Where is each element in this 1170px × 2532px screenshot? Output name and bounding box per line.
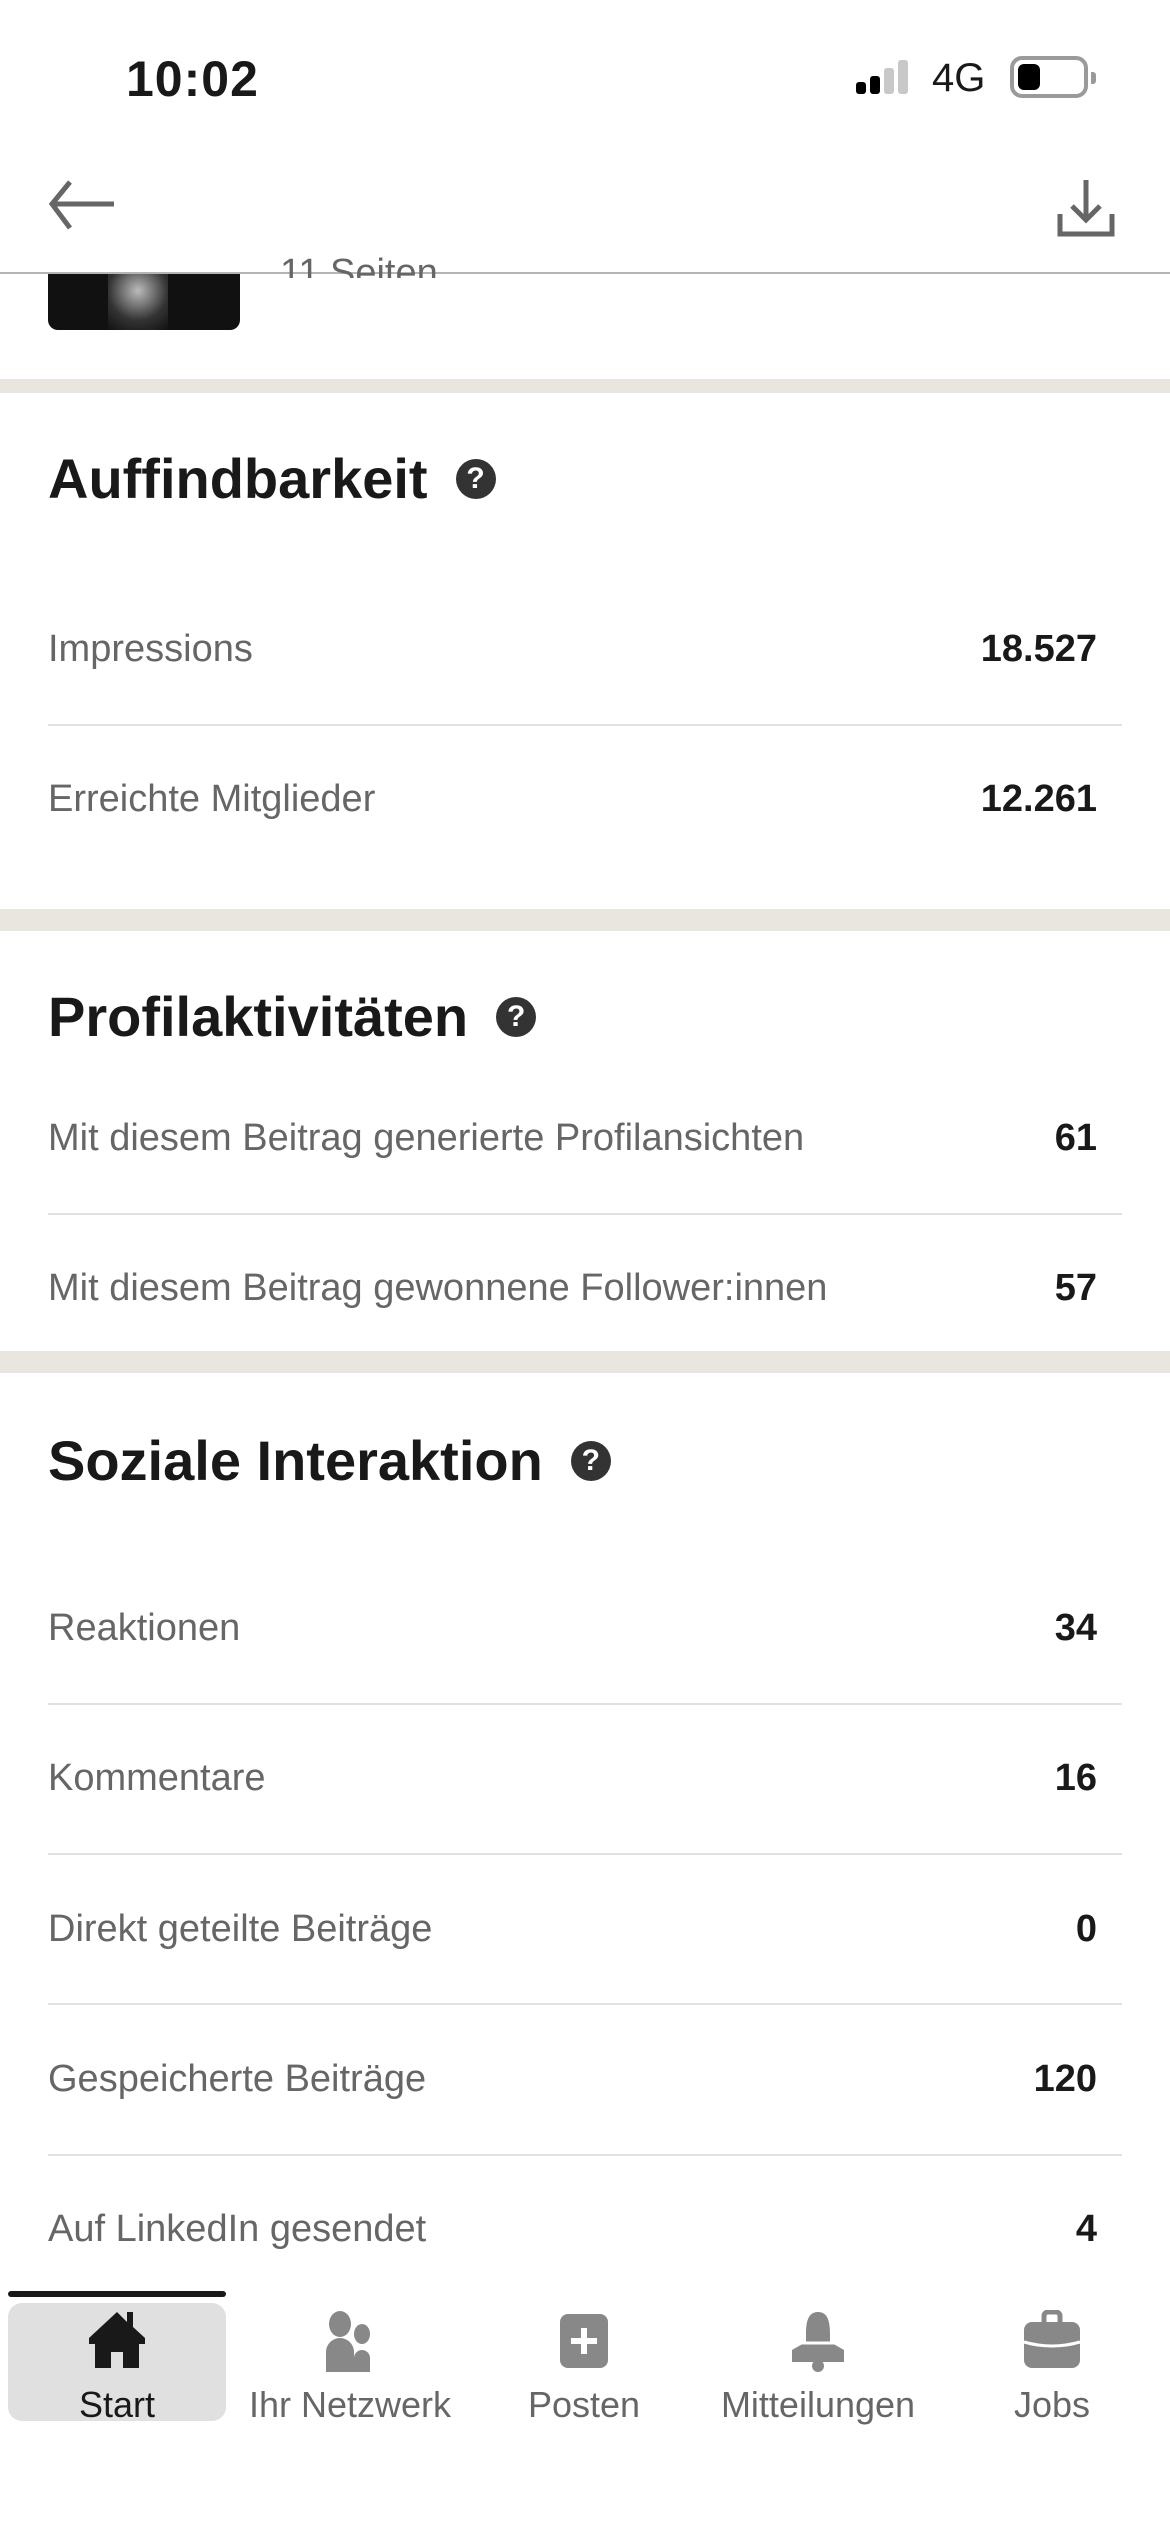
row-divider — [48, 1853, 1122, 1855]
stat-row[interactable]: Mit diesem Beitrag gewonnene Follower:in… — [48, 1258, 1097, 1318]
stat-value: 61 — [1054, 1116, 1097, 1159]
stat-row[interactable]: Auf LinkedIn gesendet 4 — [48, 2199, 1097, 2259]
home-icon — [89, 2312, 145, 2368]
nav-label: Posten — [527, 2384, 641, 2425]
nav-label: Start — [78, 2384, 156, 2425]
nav-mitteilungen[interactable]: Mitteilungen — [701, 2310, 935, 2426]
stat-value: 57 — [1054, 1266, 1097, 1309]
network-type: 4G — [932, 56, 986, 100]
stat-value: 4 — [1075, 2207, 1097, 2250]
help-icon[interactable]: ? — [455, 458, 496, 499]
network-icon — [326, 2311, 370, 2372]
row-divider — [48, 1703, 1122, 1705]
stat-row[interactable]: Gespeicherte Beiträge 120 — [48, 2049, 1097, 2109]
stat-value: 16 — [1054, 1756, 1097, 1799]
stat-row[interactable]: Direkt geteilte Beiträge 0 — [48, 1899, 1097, 1959]
stat-value: 18.527 — [980, 627, 1097, 670]
briefcase-icon — [1023, 2310, 1081, 2368]
nav-label: Mitteilungen — [720, 2384, 916, 2425]
arrow-left-icon — [48, 180, 114, 230]
plus-square-icon — [560, 2314, 608, 2368]
stat-label: Reaktionen — [48, 1606, 241, 1649]
stat-label: Kommentare — [48, 1756, 266, 1799]
row-divider — [48, 724, 1122, 726]
help-icon[interactable]: ? — [570, 1440, 611, 1481]
section-title-text: Soziale Interaktion — [48, 1429, 543, 1492]
active-tab-indicator — [8, 2291, 226, 2297]
stat-row[interactable]: Erreichte Mitglieder 12.261 — [48, 769, 1097, 829]
section-title-profilaktivitaeten: Profilaktivitäten? — [48, 984, 537, 1049]
nav-label: Ihr Netzwerk — [248, 2384, 452, 2425]
stat-row[interactable]: Impressions 18.527 — [48, 619, 1097, 679]
section-title-auffindbarkeit: Auffindbarkeit? — [48, 446, 496, 511]
stat-label: Mit diesem Beitrag gewonnene Follower:in… — [48, 1266, 828, 1309]
stat-label: Auf LinkedIn gesendet — [48, 2207, 427, 2250]
header-divider — [0, 272, 1170, 274]
post-thumbnail[interactable] — [48, 274, 240, 330]
signal-icon — [856, 60, 916, 94]
stat-label: Direkt geteilte Beiträge — [48, 1907, 433, 1950]
stat-row[interactable]: Kommentare 16 — [48, 1748, 1097, 1808]
help-icon[interactable]: ? — [496, 996, 537, 1037]
stat-value: 120 — [1033, 2057, 1097, 2100]
stat-value: 0 — [1075, 1907, 1097, 1950]
stat-label: Impressions — [48, 627, 253, 670]
stat-row[interactable]: Mit diesem Beitrag generierte Profilansi… — [48, 1108, 1097, 1168]
row-divider — [48, 2003, 1122, 2005]
download-button[interactable] — [1054, 176, 1118, 240]
nav-start[interactable]: Start — [0, 2310, 234, 2426]
stat-label: Gespeicherte Beiträge — [48, 2057, 427, 2100]
section-title-text: Profilaktivitäten — [48, 985, 469, 1048]
section-title-text: Auffindbarkeit — [48, 447, 428, 510]
row-divider — [48, 1213, 1122, 1215]
section-title-soziale-interaktion: Soziale Interaktion? — [48, 1428, 611, 1493]
download-icon — [1057, 180, 1115, 237]
section-separator — [0, 1351, 1170, 1373]
stat-row[interactable]: Reaktionen 34 — [48, 1598, 1097, 1658]
nav-jobs[interactable]: Jobs — [935, 2310, 1169, 2426]
status-time: 10:02 — [126, 51, 259, 107]
stat-label: Mit diesem Beitrag generierte Profilansi… — [48, 1116, 805, 1159]
row-divider — [48, 2154, 1122, 2156]
stat-label: Erreichte Mitglieder — [48, 777, 376, 820]
stat-value: 12.261 — [980, 777, 1097, 820]
nav-ihr-netzwerk[interactable]: Ihr Netzwerk — [233, 2310, 467, 2426]
battery-icon — [1010, 56, 1096, 98]
section-separator — [0, 909, 1170, 931]
section-separator — [0, 379, 1170, 393]
nav-label: Jobs — [1013, 2384, 1091, 2425]
stat-value: 34 — [1054, 1606, 1097, 1649]
nav-posten[interactable]: Posten — [467, 2310, 701, 2426]
post-subtitle: 11 Seiten — [280, 252, 438, 278]
bell-icon — [792, 2312, 844, 2372]
back-button[interactable] — [46, 176, 118, 236]
